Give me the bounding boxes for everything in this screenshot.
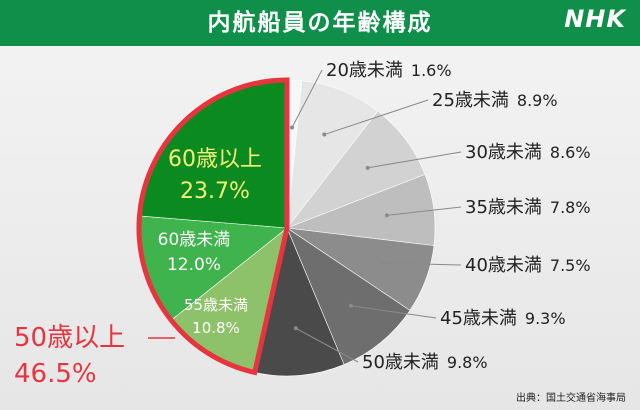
slice-label-1: 20歳未満 1.6% — [326, 60, 452, 81]
chart-title: 内航船員の年齢構成 — [207, 10, 433, 36]
slice-label-7: 50歳未満 9.8% — [362, 352, 488, 373]
pie-slice-2 — [286, 80, 379, 230]
slice-label-6: 45歳未満 9.3% — [440, 308, 566, 329]
nhk-logo: NHK — [564, 5, 626, 33]
slice-label-8: 55歳未満 — [184, 296, 248, 314]
slice-label-9: 60歳未満 — [158, 230, 231, 250]
slice-value-10: 23.7% — [180, 179, 250, 204]
leader-line — [324, 99, 429, 136]
leader-line — [386, 206, 462, 216]
slice-label-2: 25歳未満 8.9% — [432, 90, 558, 111]
slice-label-10: 60歳以上 — [168, 147, 262, 172]
pie-slice-6 — [286, 227, 411, 365]
leader-line — [350, 305, 437, 319]
highlight-outline — [136, 77, 290, 376]
leader-line — [291, 69, 323, 128]
leader-line — [381, 262, 462, 266]
title-bar — [0, 0, 640, 46]
source-note: 出典：国土交通省海事局 — [516, 393, 626, 404]
slice-label-5: 40歳未満 7.5% — [465, 255, 591, 276]
slice-value-9: 12.0% — [167, 255, 221, 275]
slice-label-4: 35歳未満 7.8% — [465, 197, 591, 218]
leader-dot — [290, 125, 295, 130]
slice-value-8: 10.8% — [192, 319, 240, 337]
slice-label-3: 30歳未満 8.6% — [465, 142, 591, 163]
leader-line — [295, 327, 359, 363]
highlight-label: 50歳以上 — [14, 323, 125, 353]
highlight-value: 46.5% — [14, 359, 97, 389]
leader-line — [367, 151, 462, 169]
